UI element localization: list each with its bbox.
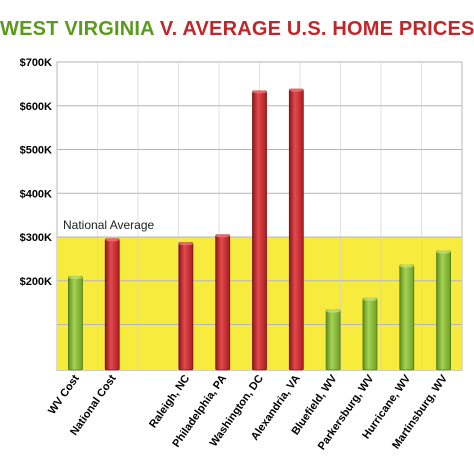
y-tick-label: $700K (20, 57, 52, 69)
chart-title: WEST VIRGINIA V. AVERAGE U.S. HOME PRICE… (0, 18, 474, 41)
y-tick-label: $200K (20, 276, 52, 288)
bar-cap (68, 275, 83, 279)
bar-cap (252, 90, 267, 94)
bar-cap (289, 88, 304, 92)
bar-martinsburg-wv (436, 250, 451, 371)
y-tick-label: $300K (20, 232, 52, 244)
bar-national-cost (104, 238, 120, 371)
bar-hurricane-wv (399, 264, 415, 371)
y-tick-label: $400K (20, 188, 52, 200)
chart-title-part2: V. AVERAGE U.S. HOME PRICES (159, 18, 474, 40)
bar-alexandria-va (288, 88, 304, 371)
bar-cap (178, 242, 193, 246)
national-average-label: National Average (63, 218, 155, 232)
bar-washington-dc (252, 90, 267, 371)
y-tick-label: $500K (20, 145, 52, 157)
chart-title-part1: WEST VIRGINIA (0, 18, 155, 40)
y-tick-label: $600K (20, 101, 52, 113)
bar-cap (399, 264, 414, 268)
bar-parkersburg-wv (362, 297, 378, 371)
bar-cap (362, 297, 377, 301)
bar-cap (326, 309, 341, 313)
bar-bluefield-wv (325, 309, 341, 371)
bar-cap (215, 234, 230, 238)
x-tick-label: WV Cost (46, 373, 82, 417)
bar-philadelphia-pa (215, 234, 231, 371)
bar-wv-cost (68, 275, 83, 371)
bar-raleigh-nc (178, 242, 194, 371)
bar-cap (105, 238, 120, 242)
bar-cap (436, 250, 451, 254)
